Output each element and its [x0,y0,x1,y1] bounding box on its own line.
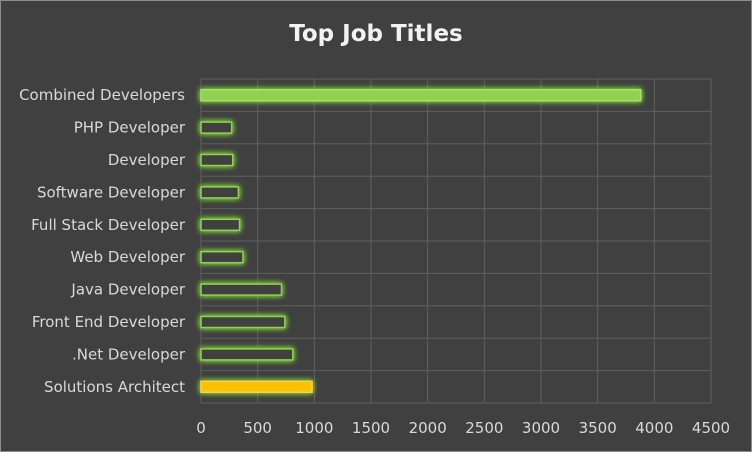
bars [200,88,642,394]
bar [200,315,286,329]
category-label: Solutions Architect [44,378,185,396]
bar [200,121,233,134]
bar [200,380,313,394]
category-label: Front End Developer [32,313,186,331]
bar [200,283,283,296]
bar [200,218,241,232]
bar [200,186,240,199]
x-tick-label: 4500 [692,419,730,437]
category-label: PHP Developer [74,119,186,137]
x-tick-label: 1500 [352,419,390,437]
x-tick-label: 500 [243,419,272,437]
chart-title: Top Job Titles [289,21,463,47]
x-axis-tick-labels: 0 500 1000 1500 2000 2500 3000 3500 4000 4500 [196,419,730,437]
bar [200,153,234,167]
x-tick-label: 2000 [409,419,447,437]
category-label: Java Developer [70,281,185,299]
x-tick-label: 2500 [465,419,503,437]
category-label: Full Stack Developer [31,216,186,234]
bar [200,88,642,102]
category-label: Web Developer [70,248,185,266]
category-label: .Net Developer [72,345,186,363]
category-label: Software Developer [37,183,186,201]
bar [200,348,294,361]
x-tick-label: 4000 [635,419,673,437]
x-tick-label: 3500 [579,419,617,437]
x-tick-label: 0 [196,419,206,437]
bar [200,250,244,264]
category-labels: Combined Developers PHP Developer Develope… [19,86,186,396]
gridlines [200,78,712,404]
category-label: Developer [108,151,186,169]
x-tick-label: 1000 [295,419,333,437]
category-label: Combined Developers [19,86,185,104]
x-tick-label: 3000 [522,419,560,437]
